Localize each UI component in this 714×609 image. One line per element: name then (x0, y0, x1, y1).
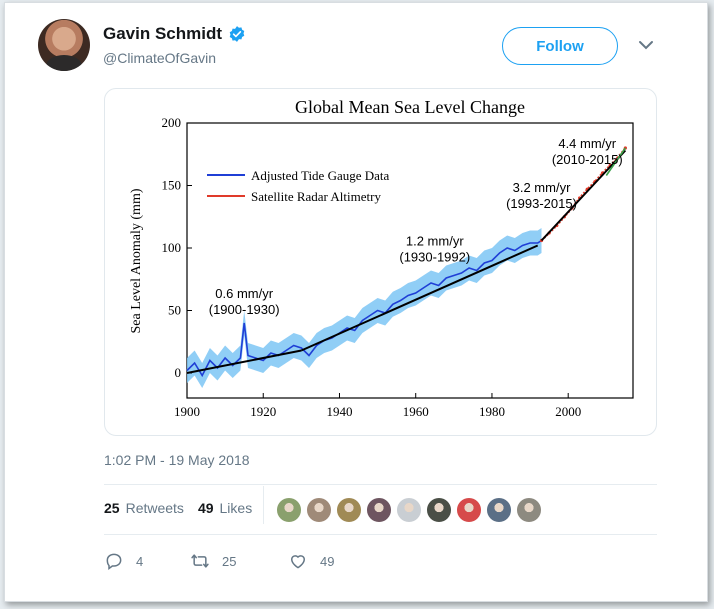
reply-action[interactable]: 4 (104, 551, 190, 571)
like-action[interactable]: 49 (288, 551, 334, 571)
author-name-row[interactable]: Gavin Schmidt (103, 24, 246, 44)
x-tick-label: 1900 (174, 404, 200, 419)
reply-count: 4 (136, 553, 144, 569)
divider-top (104, 484, 657, 485)
liker-avatar-7[interactable] (456, 497, 482, 523)
chart-legend: Adjusted Tide Gauge Data Satellite Radar… (207, 168, 390, 204)
annotation-rate: 0.6 mm/yr (215, 286, 273, 301)
retweet-action[interactable]: 25 (190, 551, 288, 571)
annotation-rate: 1.2 mm/yr (406, 234, 464, 249)
liker-avatar-8[interactable] (486, 497, 512, 523)
series-tide-gauge-line (186, 239, 542, 378)
retweet-count: 25 (222, 553, 237, 569)
annotation-period: (1900-1930) (209, 302, 280, 317)
x-tick-label: 1980 (479, 404, 505, 419)
annotation-rate: 3.2 mm/yr (513, 180, 571, 195)
tide-gauge-band (187, 228, 542, 388)
like-count: 49 (320, 553, 335, 569)
rate-annotation-2: 1.2 mm/yr(1930-1992) (399, 234, 470, 265)
engagement-stats: 25 Retweets 49 Likes (104, 500, 266, 516)
liker-avatar-9[interactable] (516, 497, 542, 523)
rate-annotation-3: 3.2 mm/yr(1993-2015) (506, 180, 577, 211)
legend-label-tide: Adjusted Tide Gauge Data (251, 168, 390, 183)
likes-stat[interactable]: 49 Likes (198, 500, 252, 516)
annotation-period: (2010-2015) (552, 152, 623, 167)
liker-avatar-4[interactable] (366, 497, 392, 523)
author-display-name[interactable]: Gavin Schmidt (103, 24, 223, 43)
retweets-stat[interactable]: 25 Retweets (104, 500, 184, 516)
tweet-actions: 4 25 49 (104, 551, 334, 571)
y-tick-label: 50 (168, 303, 181, 318)
author-handle[interactable]: @ClimateOfGavin (103, 50, 217, 66)
tide-gauge-uncertainty-band (187, 228, 542, 388)
chart-title: Global Mean Sea Level Change (295, 97, 525, 117)
y-tick-label: 150 (162, 178, 182, 193)
likes-count: 49 (197, 500, 214, 516)
trend-line-1 (186, 349, 302, 374)
y-tick-label: 0 (175, 365, 182, 380)
verified-badge-icon (229, 26, 245, 42)
sea-level-chart: Global Mean Sea Level Change 1900 1920 194… (129, 97, 634, 419)
liker-avatar-1[interactable] (276, 497, 302, 523)
x-tick-label: 1960 (403, 404, 429, 419)
liker-avatar-5[interactable] (396, 497, 422, 523)
rate-annotation-1: 0.6 mm/yr(1900-1930) (209, 286, 280, 317)
annotation-period: (1930-1992) (399, 250, 470, 265)
liker-avatar-3[interactable] (336, 497, 362, 523)
x-tick-label: 1920 (250, 404, 276, 419)
retweet-icon (191, 554, 209, 568)
reply-icon (106, 553, 122, 570)
y-tick-label: 100 (162, 240, 182, 255)
tweet-media-image[interactable]: Global Mean Sea Level Change 1900 1920 194… (104, 88, 657, 436)
legend-label-satellite: Satellite Radar Altimetry (251, 189, 381, 204)
divider-bottom (104, 534, 657, 535)
x-tick-label: 1940 (326, 404, 352, 419)
chevron-down-icon[interactable] (637, 38, 655, 52)
annotation-rate: 4.4 mm/yr (558, 136, 616, 151)
liker-avatar-2[interactable] (306, 497, 332, 523)
liker-avatar-6[interactable] (426, 497, 452, 523)
y-axis-label: Sea Level Anomaly (mm) (129, 188, 144, 333)
plot-area (186, 122, 634, 399)
tweet-timestamp[interactable]: 1:02 PM - 19 May 2018 (104, 452, 250, 468)
rate-annotation-4: 4.4 mm/yr(2010-2015) (552, 136, 623, 167)
y-tick-label: 200 (162, 115, 182, 130)
follow-button[interactable]: Follow (502, 27, 618, 65)
x-tick-label: 2000 (555, 404, 581, 419)
trend-line-3 (540, 149, 627, 242)
retweets-count: 25 (104, 500, 120, 516)
trend-line-4 (605, 147, 627, 176)
author-avatar[interactable] (38, 19, 90, 71)
heart-icon (291, 555, 305, 569)
annotation-period: (1993-2015) (506, 196, 577, 211)
liker-avatars (276, 497, 542, 523)
likes-label: Likes (219, 500, 253, 516)
trend-line-2 (300, 244, 539, 352)
stats-divider (263, 486, 264, 524)
retweets-label: Retweets (125, 500, 184, 516)
